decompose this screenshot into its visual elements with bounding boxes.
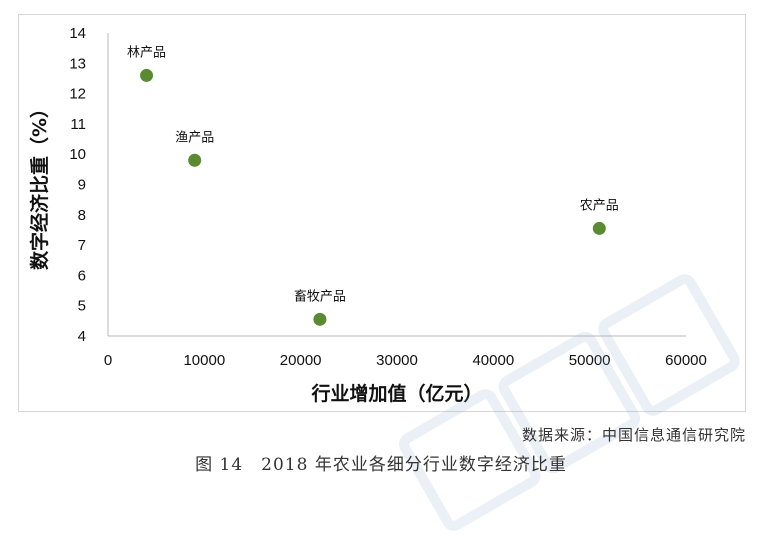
data-point — [313, 312, 327, 326]
figure-caption: 图 14 2018 年农业各细分行业数字经济比重 — [195, 455, 567, 475]
figure-frame — [18, 14, 746, 412]
y-tick-label: 8 — [78, 207, 86, 224]
y-tick-label: 14 — [69, 25, 86, 42]
data-point-label: 农产品 — [580, 198, 619, 213]
x-tick-label: 60000 — [665, 352, 707, 369]
axes — [107, 33, 686, 337]
y-tick-label: 7 — [78, 237, 86, 254]
x-tick-label: 30000 — [376, 352, 418, 369]
y-tick-label: 4 — [78, 328, 86, 345]
ticks: 0 10000 20000 30000 40000 50000 60000 4 5 6 7 8 9 10 1… — [69, 25, 707, 369]
data-point — [140, 68, 154, 82]
x-tick-label: 50000 — [569, 352, 611, 369]
data-point-label: 渔产品 — [175, 130, 214, 145]
x-axis-title: 行业增加值（亿元） — [310, 382, 482, 405]
y-tick-label: 13 — [69, 55, 86, 72]
y-tick-label: 9 — [78, 177, 86, 194]
data-point — [188, 153, 202, 167]
x-tick-label: 10000 — [183, 352, 225, 369]
x-tick-label: 20000 — [280, 352, 322, 369]
x-tick-label: 40000 — [472, 352, 514, 369]
y-axis-title: 数字经济比重（%） — [28, 99, 51, 270]
data-point-label: 林产品 — [127, 45, 166, 60]
y-tick-label: 10 — [69, 146, 86, 163]
y-tick-label: 12 — [69, 86, 86, 103]
y-tick-label: 5 — [78, 298, 86, 315]
y-tick-label: 6 — [78, 267, 86, 284]
scatter-chart: 0 10000 20000 30000 40000 50000 60000 4 5 6 7 8 9 10 1… — [28, 25, 707, 405]
x-tick-label: 0 — [104, 352, 112, 369]
y-tick-label: 11 — [70, 116, 86, 133]
data-point — [592, 221, 606, 235]
data-point-label: 畜牧产品 — [294, 288, 346, 304]
source-note: 数据来源：中国信息通信研究院 — [521, 426, 746, 444]
